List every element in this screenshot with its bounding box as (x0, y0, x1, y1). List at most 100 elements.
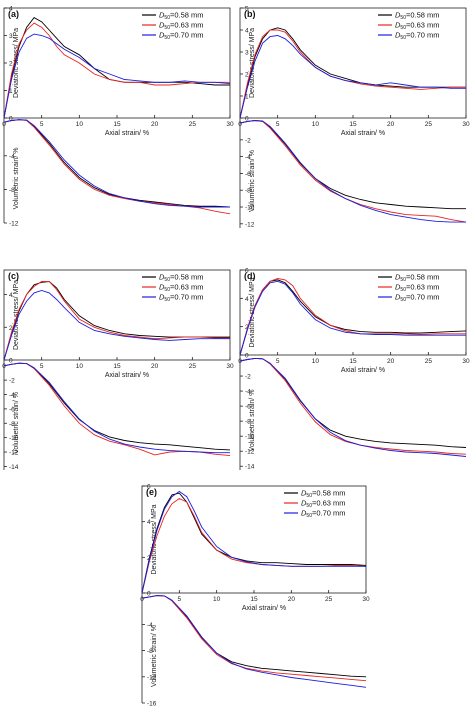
vol-y-tick-label: -16 (147, 701, 157, 708)
vol-y-tick-label: -4 (147, 622, 153, 629)
y-axis-label-volumetric: Volumetric strain/ % (151, 625, 158, 687)
y-tick-label: 1 (9, 88, 13, 95)
x-tick-label: 30 (226, 121, 234, 128)
x-tick-label: 0 (238, 121, 242, 128)
x-tick-label: 30 (462, 358, 470, 365)
panel-b: 0 5 10 15 20 25 30 Axial strain/ % 0 1 2 3 4 5 -2 -4 -6 -… (238, 6, 470, 229)
x-tick-label: 0 (238, 358, 242, 365)
vol-y-tick-label: -14 (9, 464, 19, 471)
stress-series-line-0 (239, 27, 466, 119)
y-tick-label: 4 (245, 296, 249, 303)
x-tick-label: 20 (387, 358, 395, 365)
x-axis-label: Axial strain/ % (242, 605, 286, 612)
y-tick-label: 2 (245, 324, 249, 331)
stress-series-line-1 (3, 22, 230, 119)
vol-y-tick-label: -8 (9, 187, 15, 194)
x-tick-label: 30 (362, 596, 370, 603)
y-tick-label: 2 (245, 72, 249, 79)
x-tick-label: 0 (2, 121, 6, 128)
vol-y-tick-label: -4 (245, 389, 251, 396)
x-tick-label: 0 (2, 363, 6, 370)
vol-y-tick-label: -8 (147, 648, 153, 655)
x-tick-label: 30 (226, 363, 234, 370)
volumetric-series-line-2 (141, 595, 367, 688)
y-axis-label-volumetric: Volumetric strain/ % (13, 148, 20, 210)
y-axis-label-volumetric: Volumetric strain/ % (13, 392, 20, 454)
legend-entry: D50=0.63 mm (159, 283, 204, 294)
stress-series-line-1 (239, 278, 466, 356)
stress-series-line-2 (141, 490, 366, 594)
panel-d: 0 5 10 15 20 25 30 Axial strain/ % 0 2 4 6 -2 -4 -6 -8 -… (238, 268, 470, 471)
stress-series-line-0 (3, 17, 230, 119)
legend-entry: D50=0.63 mm (159, 21, 204, 32)
x-tick-label: 15 (349, 358, 357, 365)
panel-label: (e) (146, 487, 157, 497)
volumetric-series-line-2 (239, 357, 467, 457)
vol-y-tick-label: -6 (245, 171, 251, 178)
volumetric-series-line-2 (3, 119, 230, 208)
y-tick-label: 4 (9, 6, 13, 13)
x-tick-label: 5 (276, 358, 280, 365)
legend-entry: D50=0.70 mm (395, 293, 440, 304)
vol-y-tick-label: -4 (245, 154, 251, 161)
legend-entry: D50=0.58 mm (159, 273, 204, 284)
stress-series-line-0 (141, 492, 367, 594)
y-tick-label: 4 (147, 519, 151, 526)
y-tick-label: 3 (9, 33, 13, 40)
stress-series-line-2 (239, 280, 466, 356)
stress-series-line-2 (239, 35, 466, 119)
x-tick-label: 15 (113, 363, 121, 370)
y-tick-label: 3 (245, 50, 249, 57)
x-tick-label: 10 (76, 363, 84, 370)
x-tick-label: 5 (40, 363, 44, 370)
x-tick-label: 25 (189, 121, 197, 128)
x-tick-label: 15 (113, 121, 121, 128)
y-tick-label: 4 (245, 28, 249, 35)
y-tick-label: 0 (245, 353, 249, 360)
y-axis-label-stress: Deviatoric stress/ MPa (13, 280, 20, 350)
x-tick-label: 20 (151, 363, 159, 370)
y-tick-label: 1 (245, 94, 249, 101)
vol-y-tick-label: -12 (9, 450, 19, 457)
x-tick-label: 0 (140, 596, 144, 603)
x-tick-label: 25 (189, 363, 197, 370)
vol-y-tick-label: -12 (147, 674, 157, 681)
x-tick-label: 5 (276, 121, 280, 128)
vol-y-tick-label: -4 (9, 392, 15, 399)
legend-entry: D50=0.58 mm (395, 273, 440, 284)
x-tick-label: 10 (312, 121, 320, 128)
x-tick-label: 20 (151, 121, 159, 128)
vol-y-tick-label: -8 (245, 419, 251, 426)
x-tick-label: 10 (76, 121, 84, 128)
x-tick-label: 10 (213, 596, 221, 603)
legend-entry: D50=0.70 mm (301, 509, 346, 520)
legend-entry: D50=0.63 mm (395, 21, 440, 32)
stress-series-line-2 (3, 33, 231, 119)
y-tick-label: 0 (245, 116, 249, 123)
vol-y-tick-label: -2 (245, 374, 251, 381)
vol-y-tick-label: -2 (245, 137, 251, 144)
x-tick-label: 15 (250, 596, 258, 603)
y-tick-label: 6 (245, 268, 249, 275)
y-axis-label-volumetric: Volumetric strain/ % (249, 150, 256, 212)
legend-entry: D50=0.58 mm (301, 489, 346, 500)
vol-y-tick-label: -10 (9, 435, 19, 442)
vol-y-tick-label: -2 (9, 378, 15, 385)
legend-entry: D50=0.58 mm (159, 11, 204, 22)
vol-y-tick-label: -8 (245, 188, 251, 195)
y-tick-label: 4 (9, 292, 13, 299)
legend-entry: D50=0.70 mm (159, 31, 204, 42)
legend-entry: D50=0.70 mm (395, 31, 440, 42)
y-tick-label: 0 (9, 116, 13, 123)
y-tick-label: 0 (9, 358, 13, 365)
legend-entry: D50=0.63 mm (301, 499, 346, 510)
x-tick-label: 5 (178, 596, 182, 603)
volumetric-series-line-2 (3, 362, 230, 454)
legend-entry: D50=0.58 mm (395, 11, 440, 22)
vol-y-tick-label: -12 (9, 221, 19, 228)
x-tick-label: 5 (40, 121, 44, 128)
y-tick-label: 2 (9, 325, 13, 332)
x-tick-label: 25 (425, 358, 433, 365)
